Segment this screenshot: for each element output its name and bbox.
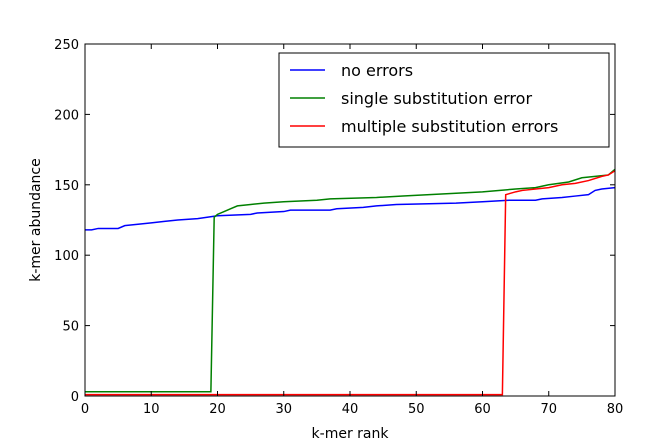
x-tick-label: 60 [474,402,491,417]
legend-box [278,52,610,148]
legend-label-2: single substitution error [341,89,532,108]
y-axis-label: k-mer abundance [28,158,44,281]
y-tick-label: 200 [54,108,79,123]
series-line-1 [85,186,616,231]
x-tick-label: 50 [408,402,425,417]
x-tick-label: 30 [275,402,292,417]
x-tick-label: 80 [607,402,624,417]
x-tick-label: 0 [81,402,89,417]
series-layer [85,168,616,396]
legend-label-3: multiple substitution errors [341,117,558,136]
series-line-2 [85,168,616,393]
x-tick-label: 70 [540,402,557,417]
y-tick-label: 100 [54,249,79,264]
legend-label-1: no errors [341,61,413,80]
y-tick-label: 50 [62,320,79,335]
y-tick-label: 150 [54,179,79,194]
x-axis-label: k-mer rank [312,426,390,442]
x-tick-label: 40 [342,402,359,417]
y-tick-label: 0 [71,390,79,405]
x-tick-label: 20 [209,402,226,417]
ticks-layer: 0 10 20 30 40 50 60 70 80 0 50 100 150 200 250 [54,38,623,417]
x-tick-label: 10 [143,402,160,417]
series-line-3 [85,170,616,396]
legend: no errors single substitution error multip… [278,52,610,148]
y-tick-label: 250 [54,38,79,53]
plot-frame [84,43,616,397]
